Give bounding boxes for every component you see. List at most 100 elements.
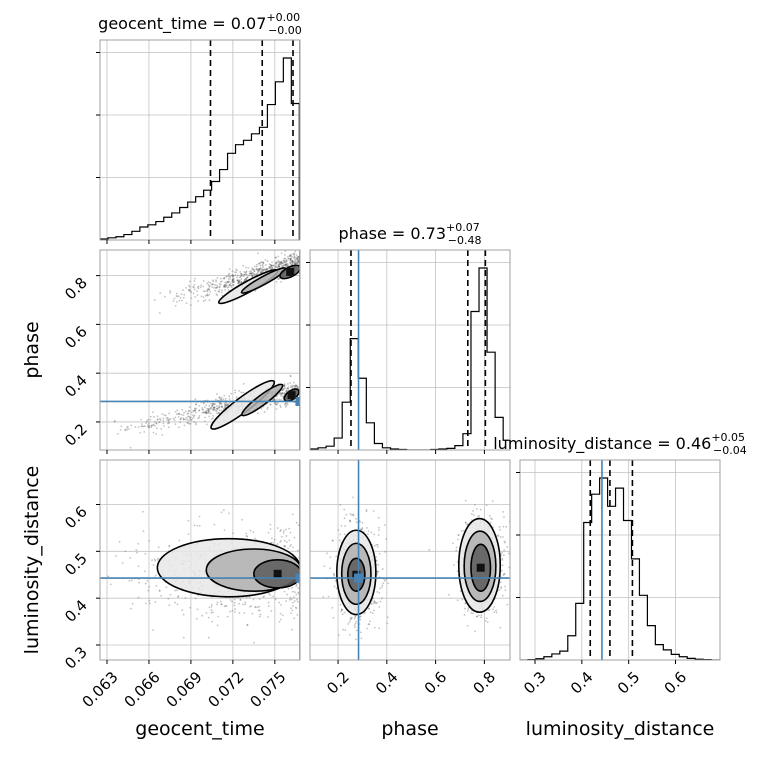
sample-point (480, 614, 483, 617)
sample-point (179, 421, 182, 424)
sample-point (294, 250, 297, 253)
sample-point (229, 599, 232, 601)
sample-point (215, 280, 218, 283)
sample-point (251, 275, 254, 278)
sample-point (295, 585, 298, 588)
sample-point (238, 390, 240, 392)
sample-point (234, 608, 237, 611)
sample-point (198, 515, 201, 518)
sample-point (193, 288, 196, 291)
sample-point (498, 589, 500, 592)
sample-point (214, 289, 217, 292)
sample-point (227, 278, 230, 280)
sample-point (256, 271, 259, 273)
sample-point (218, 396, 221, 399)
sample-point (279, 541, 281, 543)
sample-point (464, 602, 467, 605)
sample-point (228, 280, 230, 283)
sample-point (214, 398, 217, 401)
sample-point (152, 415, 155, 418)
sample-point (226, 275, 229, 277)
sample-point (277, 278, 280, 281)
sample-point (301, 260, 303, 262)
sample-point (207, 410, 210, 413)
sample-point (238, 280, 240, 283)
sample-point (239, 270, 242, 273)
sample-point (464, 602, 467, 605)
sample-point (192, 285, 195, 288)
sample-point (269, 264, 272, 267)
sample-point (213, 406, 216, 409)
sample-point (285, 535, 288, 537)
sample-point (378, 526, 380, 529)
sample-point (186, 418, 189, 421)
sample-point (212, 409, 215, 412)
sample-point (208, 606, 211, 609)
sample-point (169, 593, 172, 596)
sample-point (202, 290, 205, 293)
sample-point (283, 392, 286, 395)
sample-point (239, 276, 241, 279)
sample-point (277, 264, 280, 267)
sample-point (284, 528, 287, 531)
sample-point (251, 268, 254, 271)
truth-marker (295, 573, 300, 583)
marginal-panel-phase (306, 249, 511, 454)
sample-point (472, 514, 475, 516)
sample-point (359, 615, 362, 618)
sample-point (341, 608, 343, 611)
sample-point (495, 609, 497, 612)
sample-point (246, 276, 249, 279)
sample-point (182, 296, 185, 299)
sample-point (305, 273, 307, 275)
sample-point (290, 607, 292, 610)
sample-point (457, 534, 460, 536)
sample-point (474, 503, 476, 506)
sample-point (214, 287, 217, 289)
sample-point (287, 255, 289, 258)
sample-point (193, 524, 196, 527)
sample-point (207, 288, 210, 291)
sample-point (273, 398, 276, 401)
sample-point (233, 604, 236, 607)
sample-point (207, 281, 210, 283)
x-tick-label: 0.063 (79, 668, 122, 711)
x-tick-label: 0.2 (323, 668, 353, 698)
sample-point (188, 417, 191, 420)
sample-point (219, 397, 222, 400)
sample-point (216, 624, 219, 627)
sample-point (460, 529, 463, 532)
sample-point (376, 601, 379, 604)
sample-point (207, 283, 210, 286)
sample-point (197, 594, 200, 597)
sample-point (302, 391, 304, 393)
sample-point (288, 257, 290, 260)
sample-point (474, 630, 476, 633)
sample-point (480, 616, 482, 619)
sample-point (218, 396, 221, 399)
sample-point (279, 393, 281, 395)
sample-point (175, 292, 178, 295)
sample-point (234, 271, 236, 273)
sample-point (126, 428, 129, 431)
sample-point (368, 623, 371, 626)
sample-point (187, 422, 190, 425)
sample-points (113, 250, 307, 449)
sample-point (365, 508, 368, 511)
sample-point (264, 269, 267, 272)
sample-point (162, 422, 165, 425)
sample-point (464, 499, 467, 502)
sample-point (293, 253, 296, 256)
sample-point (246, 623, 249, 626)
sample-point (250, 270, 252, 273)
sample-point (215, 286, 218, 289)
sample-point (219, 402, 222, 405)
sample-point (259, 264, 262, 267)
sample-point (198, 409, 200, 412)
sample-point (275, 262, 277, 265)
x-tick-label: 0.4 (372, 668, 402, 698)
sample-point (277, 265, 280, 268)
sample-point (503, 573, 505, 575)
sample-point (147, 589, 150, 592)
sample-point (217, 615, 219, 618)
